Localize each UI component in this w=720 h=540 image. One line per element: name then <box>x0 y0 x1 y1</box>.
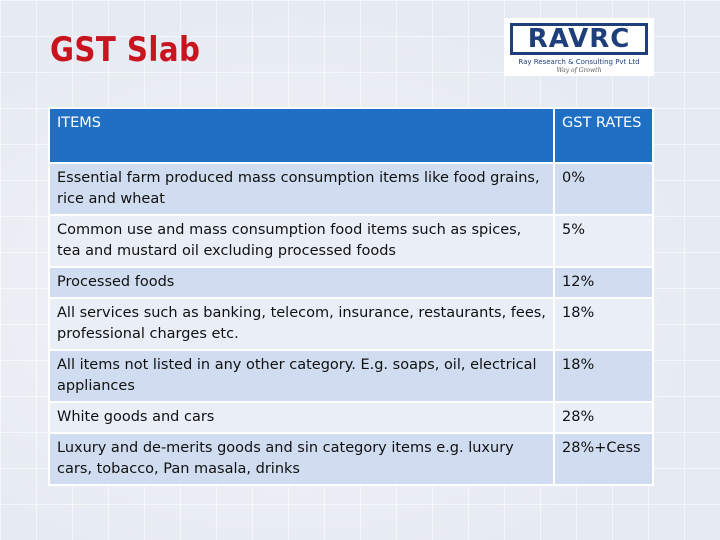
item-cell: Common use and mass consumption food ite… <box>47 214 556 268</box>
table-header-row: ITEMS GST RATES <box>47 107 654 164</box>
rate-cell: 18% <box>553 349 654 403</box>
table-row: White goods and cars 28% <box>47 401 654 434</box>
table-row: All services such as banking, telecom, i… <box>47 297 654 351</box>
table-row: Common use and mass consumption food ite… <box>47 214 654 268</box>
slide-title: GST Slab <box>50 30 201 70</box>
table-row: All items not listed in any other catego… <box>47 349 654 403</box>
rate-cell: 5% <box>553 214 654 268</box>
logo-wordmark: RAVRC <box>527 24 631 54</box>
logo-frame: RAVRC <box>510 23 648 55</box>
rate-cell: 28%+Cess <box>553 432 654 486</box>
item-cell: All items not listed in any other catego… <box>47 349 556 403</box>
item-cell: All services such as banking, telecom, i… <box>47 297 556 351</box>
rate-cell: 12% <box>553 266 654 299</box>
item-cell: White goods and cars <box>47 401 556 434</box>
rate-cell: 0% <box>553 162 654 216</box>
rate-cell: 18% <box>553 297 654 351</box>
gst-slab-table: ITEMS GST RATES Essential farm produced … <box>47 107 654 486</box>
item-cell: Essential farm produced mass consumption… <box>47 162 556 216</box>
company-logo: RAVRC Ray Research & Consulting Pvt Ltd … <box>504 18 654 76</box>
logo-tagline: Way of Growth <box>556 67 602 74</box>
header-items: ITEMS <box>47 107 556 164</box>
item-cell: Processed foods <box>47 266 556 299</box>
table-row: Processed foods 12% <box>47 266 654 299</box>
header-gst-rates: GST RATES <box>553 107 654 164</box>
table-row: Luxury and de-merits goods and sin categ… <box>47 432 654 486</box>
logo-subtitle: Ray Research & Consulting Pvt Ltd <box>518 58 640 66</box>
item-cell: Luxury and de-merits goods and sin categ… <box>47 432 556 486</box>
rate-cell: 28% <box>553 401 654 434</box>
table-row: Essential farm produced mass consumption… <box>47 162 654 216</box>
